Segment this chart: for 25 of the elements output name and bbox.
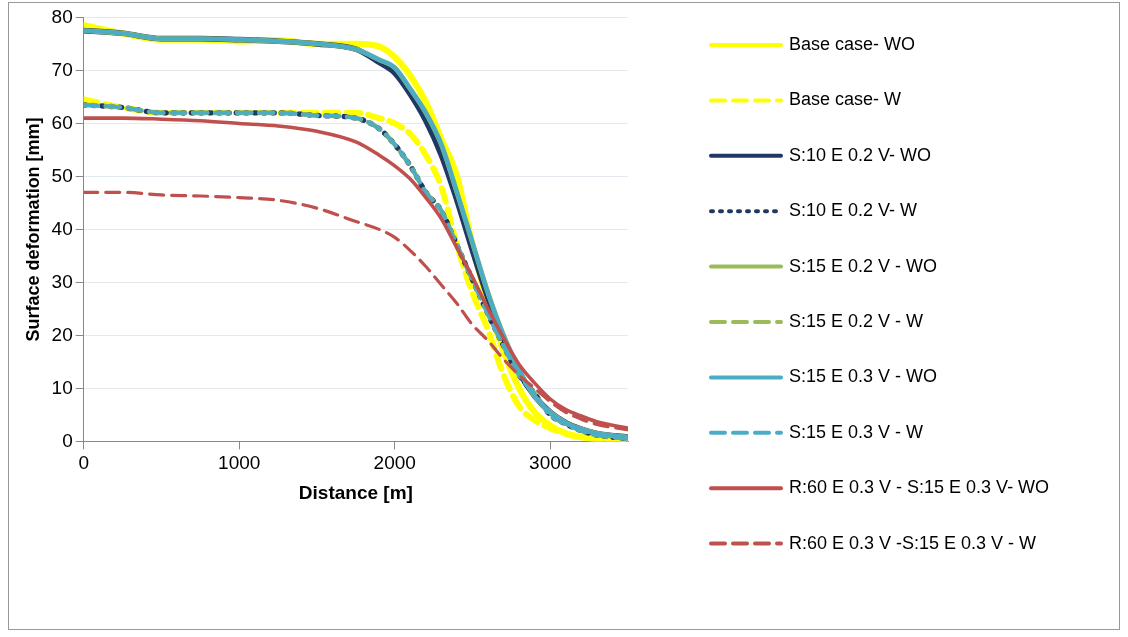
y-axis-title: Surface deformation [mm] — [22, 117, 43, 342]
y-tick-label: 40 — [51, 217, 73, 239]
y-tick-label: 10 — [51, 376, 73, 398]
legend-label: R:60 E 0.3 V -S:15 E 0.3 V - W — [789, 532, 1037, 553]
y-tick-label: 0 — [62, 429, 73, 451]
legend-label: S:15 E 0.2 V - W — [789, 310, 924, 331]
x-tick-label: 1000 — [218, 452, 261, 474]
y-tick-label: 70 — [51, 58, 73, 80]
legend-label: R:60 E 0.3 V - S:15 E 0.3 V- WO — [789, 477, 1050, 498]
legend-label: Base case- W — [789, 89, 902, 110]
legend-label: Base case- WO — [789, 33, 916, 54]
x-axis-title: Distance [m] — [298, 481, 413, 503]
x-tick-label: 3000 — [529, 452, 572, 474]
legend-label: S:15 E 0.3 V - W — [789, 421, 924, 442]
y-tick-label: 30 — [51, 270, 73, 292]
legend-label: S:15 E 0.3 V - WO — [789, 366, 938, 387]
x-tick-label: 2000 — [373, 452, 416, 474]
x-tick-label: 0 — [78, 452, 90, 474]
legend-label: S:10 E 0.2 V- W — [789, 200, 918, 221]
y-tick-label: 20 — [51, 323, 73, 345]
legend-label: S:15 E 0.2 V - WO — [789, 255, 938, 276]
y-tick-label: 80 — [51, 5, 73, 27]
y-tick-label: 60 — [51, 111, 73, 133]
legend-label: S:10 E 0.2 V- WO — [789, 144, 932, 165]
y-tick-label: 50 — [51, 164, 73, 186]
